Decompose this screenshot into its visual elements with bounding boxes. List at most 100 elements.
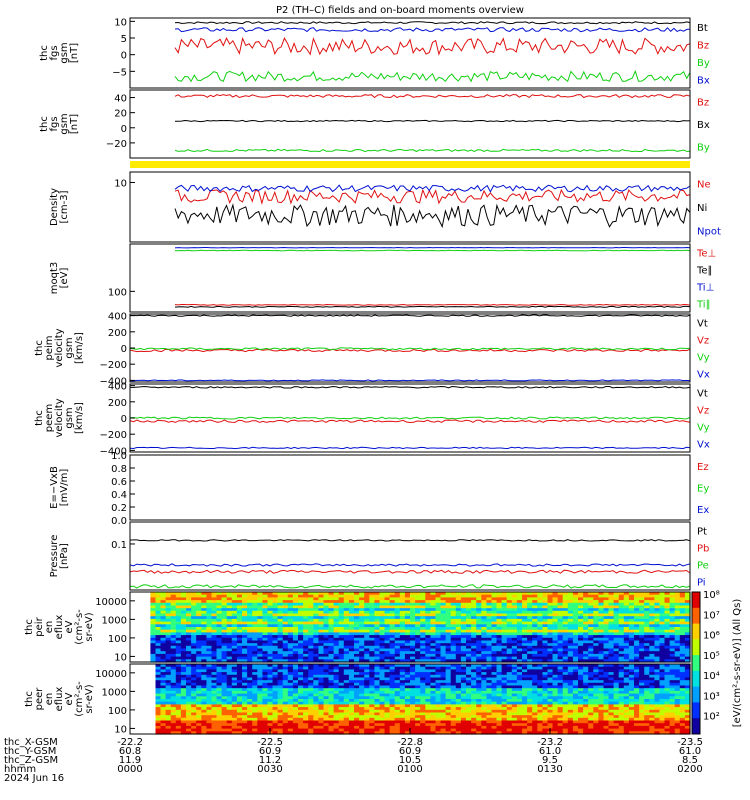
- heatmap-cell: [481, 632, 487, 636]
- y-axis-label: eflux: [54, 615, 65, 640]
- heatmap-cell: [598, 666, 605, 670]
- heatmap-cell: [522, 635, 528, 639]
- heatmap-cell: [466, 709, 472, 714]
- heatmap-cell: [252, 674, 258, 679]
- heatmap-cell: [435, 632, 442, 636]
- heatmap-cell: [522, 715, 528, 719]
- heatmap-cell: [226, 648, 233, 652]
- heatmap-cell: [506, 715, 513, 719]
- heatmap-cell: [298, 637, 304, 642]
- heatmap-cell: [674, 594, 681, 598]
- heatmap-cell: [338, 605, 345, 609]
- heatmap-cell: [389, 632, 396, 636]
- heatmap-cell: [486, 640, 493, 644]
- heatmap-cell: [170, 627, 177, 631]
- heatmap-cell: [313, 600, 319, 604]
- heatmap-cell: [221, 627, 228, 631]
- heatmap-cell: [364, 637, 370, 642]
- heatmap-cell: [613, 709, 620, 714]
- heatmap-cell: [236, 597, 243, 601]
- heatmap-cell: [659, 677, 666, 681]
- heatmap-cell: [679, 656, 686, 660]
- heatmap-cell: [272, 704, 279, 708]
- heatmap-cell: [180, 715, 187, 719]
- heatmap-cell: [471, 635, 477, 639]
- heatmap-cell: [323, 643, 330, 647]
- heatmap-cell: [313, 688, 319, 692]
- heatmap-cell: [634, 616, 640, 620]
- heatmap-cell: [501, 709, 508, 714]
- heatmap-cell: [486, 709, 493, 714]
- heatmap-cell: [491, 677, 498, 681]
- heatmap-cell: [425, 632, 431, 636]
- heatmap-cell: [364, 696, 370, 700]
- heatmap-cell: [277, 597, 284, 601]
- heatmap-cell: [292, 709, 299, 714]
- heatmap-cell: [425, 672, 431, 676]
- heatmap-cell: [389, 624, 396, 628]
- heatmap-cell: [333, 690, 340, 695]
- heatmap-cell: [170, 666, 177, 670]
- heatmap-cell: [486, 715, 493, 719]
- heatmap-cell: [420, 597, 426, 601]
- heatmap-cell: [196, 640, 202, 644]
- heatmap-cell: [155, 682, 162, 687]
- heatmap-cell: [287, 640, 294, 644]
- heatmap-cell: [180, 712, 187, 716]
- heatmap-cell: [369, 608, 375, 612]
- heatmap-cell: [486, 704, 493, 708]
- heatmap-cell: [420, 693, 426, 697]
- heatmap-cell: [552, 602, 559, 607]
- heatmap-cell: [649, 672, 655, 676]
- heatmap-cell: [379, 635, 386, 639]
- heatmap-cell: [572, 690, 579, 695]
- heatmap-cell: [542, 613, 549, 617]
- heatmap-cell: [308, 688, 314, 692]
- heatmap-cell: [506, 685, 513, 689]
- heatmap-cell: [287, 707, 294, 711]
- heatmap-cell: [649, 693, 655, 697]
- heatmap-cell: [552, 677, 559, 681]
- heatmap-cell: [180, 648, 187, 652]
- heatmap-cell: [654, 645, 661, 650]
- heatmap-cell: [160, 656, 167, 660]
- heatmap-cell: [399, 682, 406, 687]
- heatmap-cell: [684, 610, 691, 615]
- heatmap-cell: [415, 627, 421, 631]
- heatmap-cell: [160, 690, 167, 695]
- heatmap-cell: [501, 637, 508, 642]
- heatmap-cell: [628, 610, 635, 615]
- heatmap-cell: [292, 715, 299, 719]
- heatmap-cell: [532, 605, 538, 609]
- heatmap-cell: [282, 602, 289, 607]
- heatmap-cell: [186, 677, 192, 681]
- heatmap-cell: [272, 594, 279, 598]
- heatmap-cell: [155, 594, 162, 598]
- heatmap-cell: [216, 680, 223, 684]
- heatmap-cell: [588, 605, 594, 609]
- heatmap-cell: [150, 651, 157, 655]
- heatmap-cell: [460, 707, 467, 711]
- heatmap-cell: [262, 610, 269, 615]
- heatmap-cell: [481, 674, 487, 679]
- heatmap-cell: [578, 637, 584, 642]
- heatmap-cell: [191, 594, 197, 598]
- heatmap-cell: [572, 653, 579, 658]
- heatmap-cell: [506, 602, 513, 607]
- heatmap-cell: [206, 594, 213, 598]
- heatmap-cell: [394, 699, 401, 703]
- heatmap-cell: [572, 645, 579, 650]
- heatmap-cell: [369, 704, 375, 708]
- heatmap-cell: [588, 640, 594, 644]
- heatmap-cell: [562, 685, 569, 689]
- heatmap-cell: [613, 690, 620, 695]
- heatmap-cell: [410, 666, 416, 670]
- heatmap-cell: [308, 699, 314, 703]
- heatmap-cell: [221, 629, 228, 633]
- heatmap-cell: [180, 677, 187, 681]
- heatmap-cell: [180, 597, 187, 601]
- heatmap-cell: [191, 699, 197, 703]
- heatmap-cell: [165, 704, 172, 708]
- heatmap-cell: [277, 677, 284, 681]
- heatmap-cell: [384, 645, 391, 650]
